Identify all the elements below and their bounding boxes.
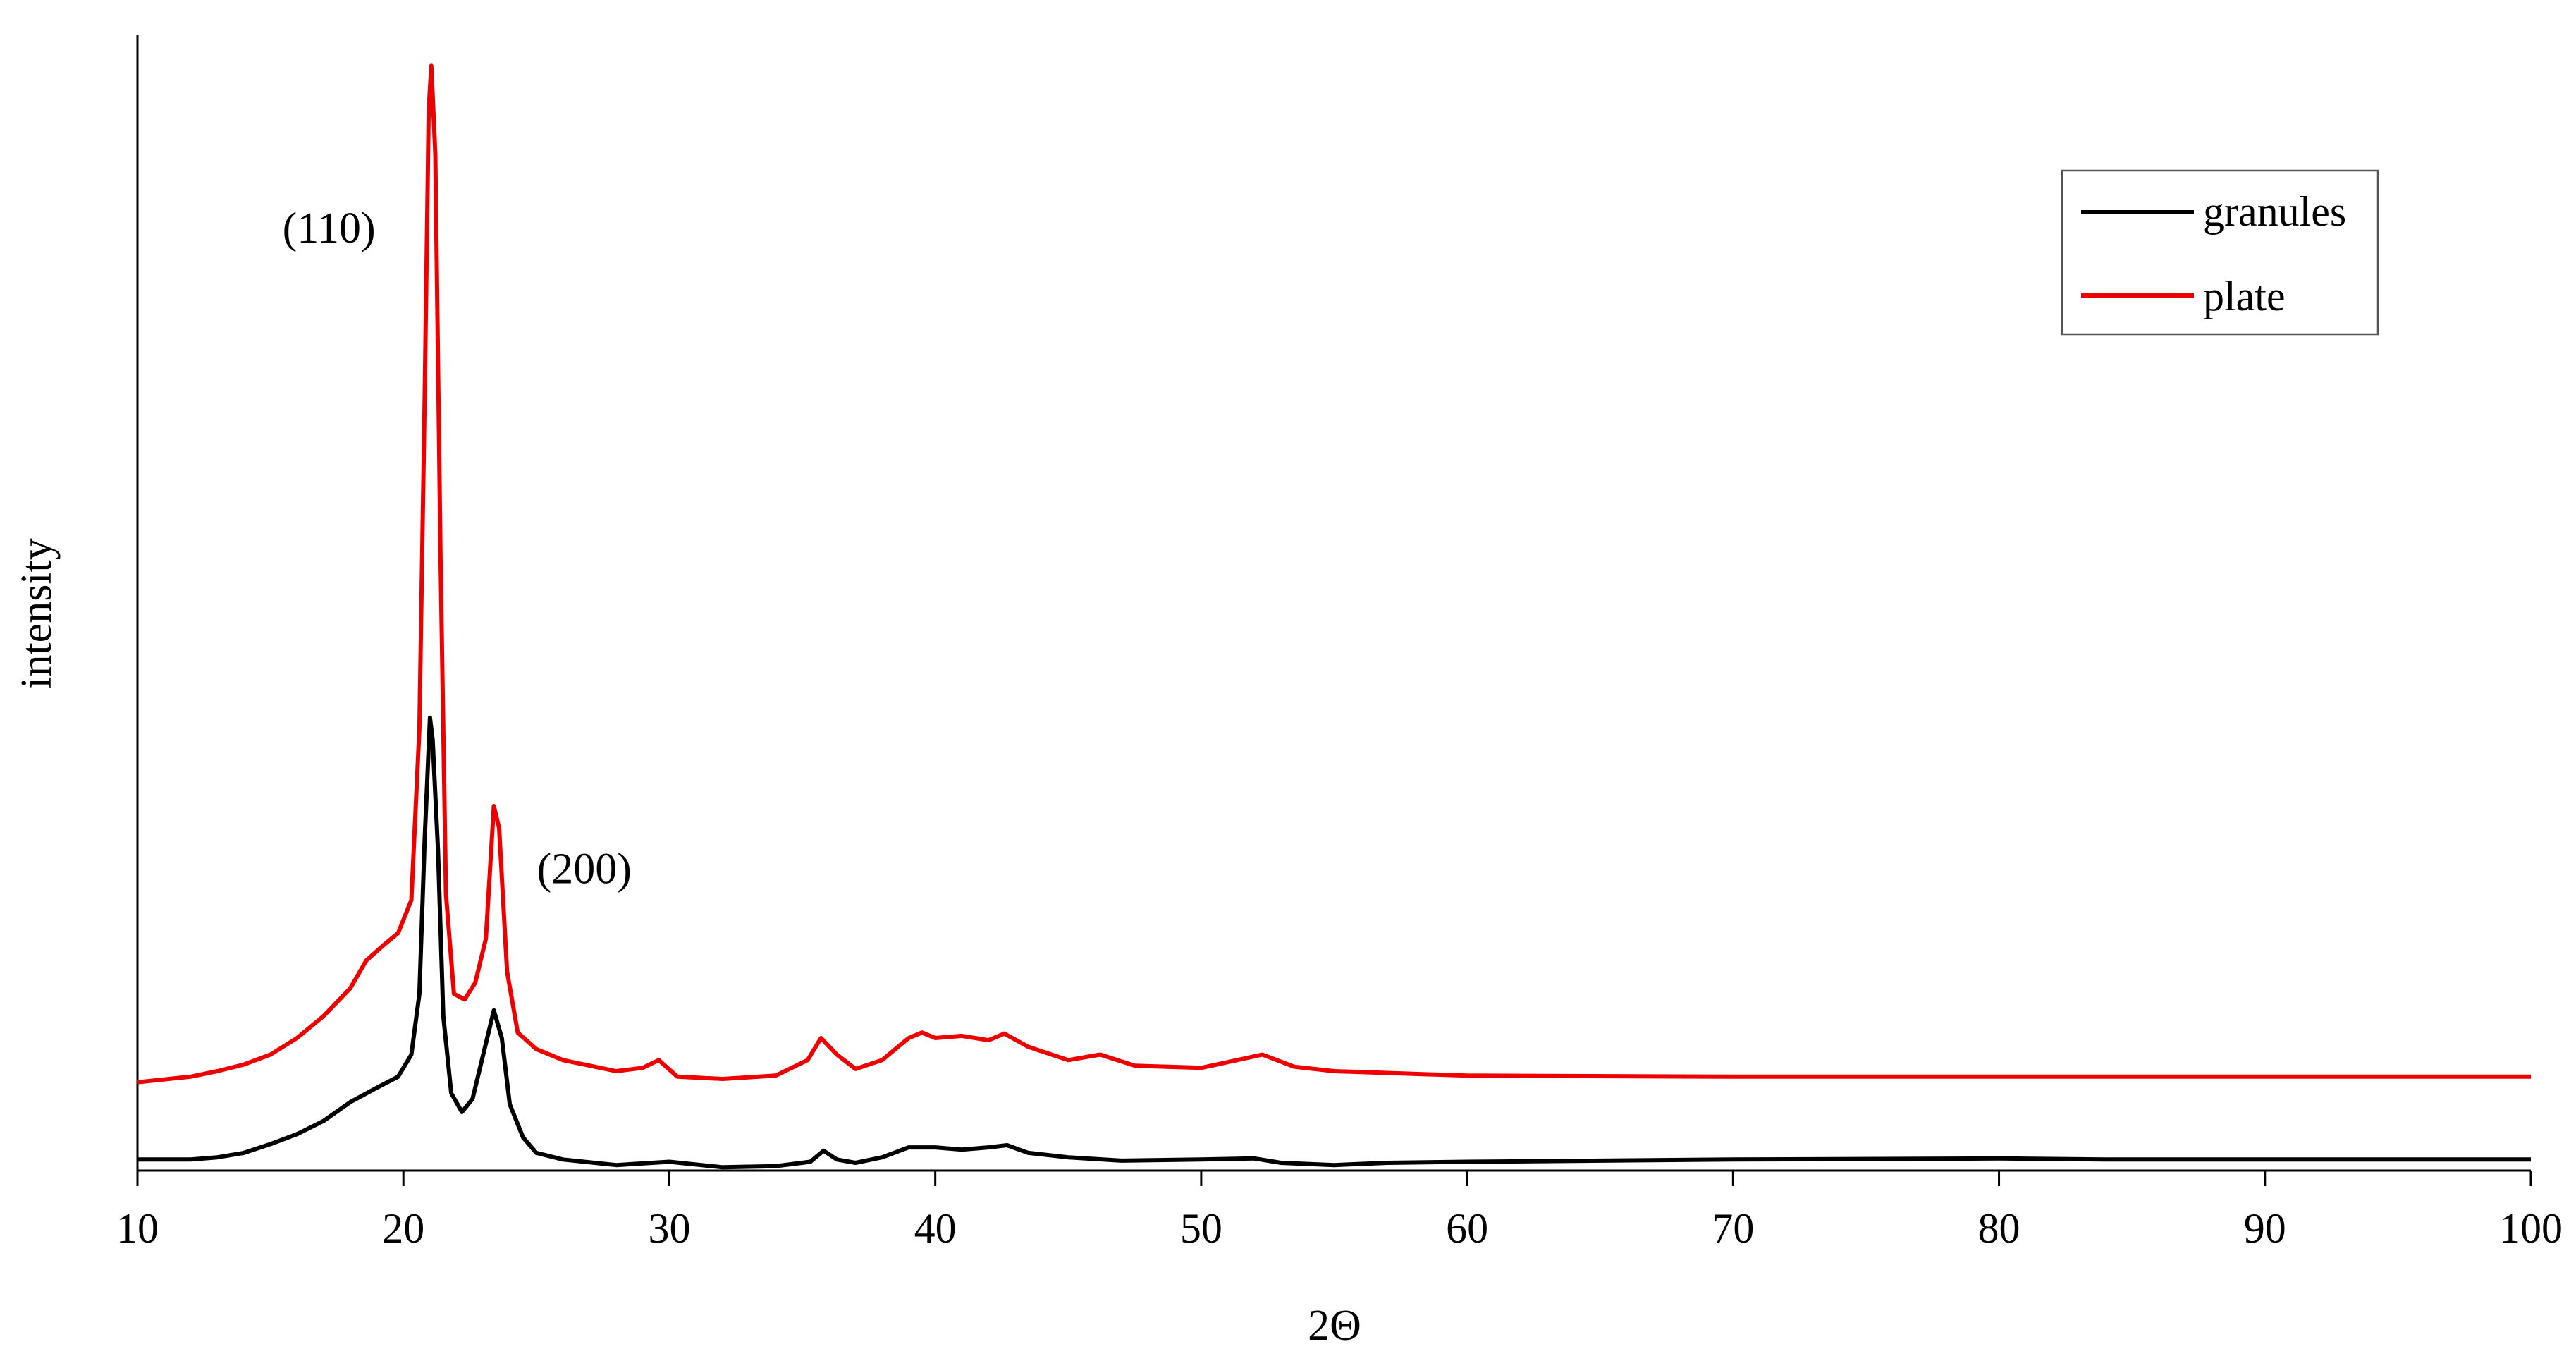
x-tick-label: 80 bbox=[1978, 1205, 2020, 1252]
series-layer bbox=[137, 63, 2531, 1170]
x-axis-title: 2Θ bbox=[1308, 1302, 1361, 1350]
x-tick-label: 30 bbox=[648, 1205, 690, 1252]
y-axis-title: intensity bbox=[13, 538, 61, 689]
legend-box bbox=[2061, 169, 2379, 336]
x-tick-label: 90 bbox=[2244, 1205, 2286, 1252]
peak-annotations: (110) (200) bbox=[283, 205, 632, 893]
x-tick-label: 70 bbox=[1712, 1205, 1754, 1252]
plot-area: 10 20 30 40 50 60 70 80 90 100 (110) (200) bbox=[116, 35, 2563, 1252]
peak-label: (110) bbox=[283, 205, 376, 252]
x-tick-label: 60 bbox=[1446, 1205, 1488, 1252]
x-tick-label: 20 bbox=[382, 1205, 424, 1252]
x-tick-label: 50 bbox=[1180, 1205, 1222, 1252]
series-line-plate bbox=[137, 63, 2531, 1085]
legend: granules plate bbox=[2061, 169, 2379, 336]
series-line-granules bbox=[137, 715, 2531, 1170]
legend-label-granules: granules bbox=[2203, 188, 2346, 235]
x-tick-label: 10 bbox=[116, 1205, 159, 1252]
x-tick-label: 100 bbox=[2499, 1205, 2563, 1252]
x-axis-tick-labels: 10 20 30 40 50 60 70 80 90 100 bbox=[116, 1205, 2563, 1252]
legend-label-plate: plate bbox=[2203, 273, 2286, 319]
peak-label: (200) bbox=[537, 846, 632, 893]
x-tick-label: 40 bbox=[914, 1205, 957, 1252]
x-axis-ticks bbox=[136, 1171, 2532, 1186]
